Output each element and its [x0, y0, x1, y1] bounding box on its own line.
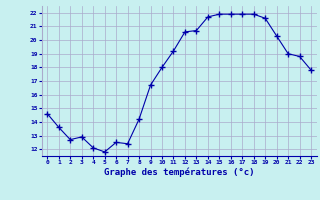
X-axis label: Graphe des températures (°c): Graphe des températures (°c) [104, 168, 254, 177]
